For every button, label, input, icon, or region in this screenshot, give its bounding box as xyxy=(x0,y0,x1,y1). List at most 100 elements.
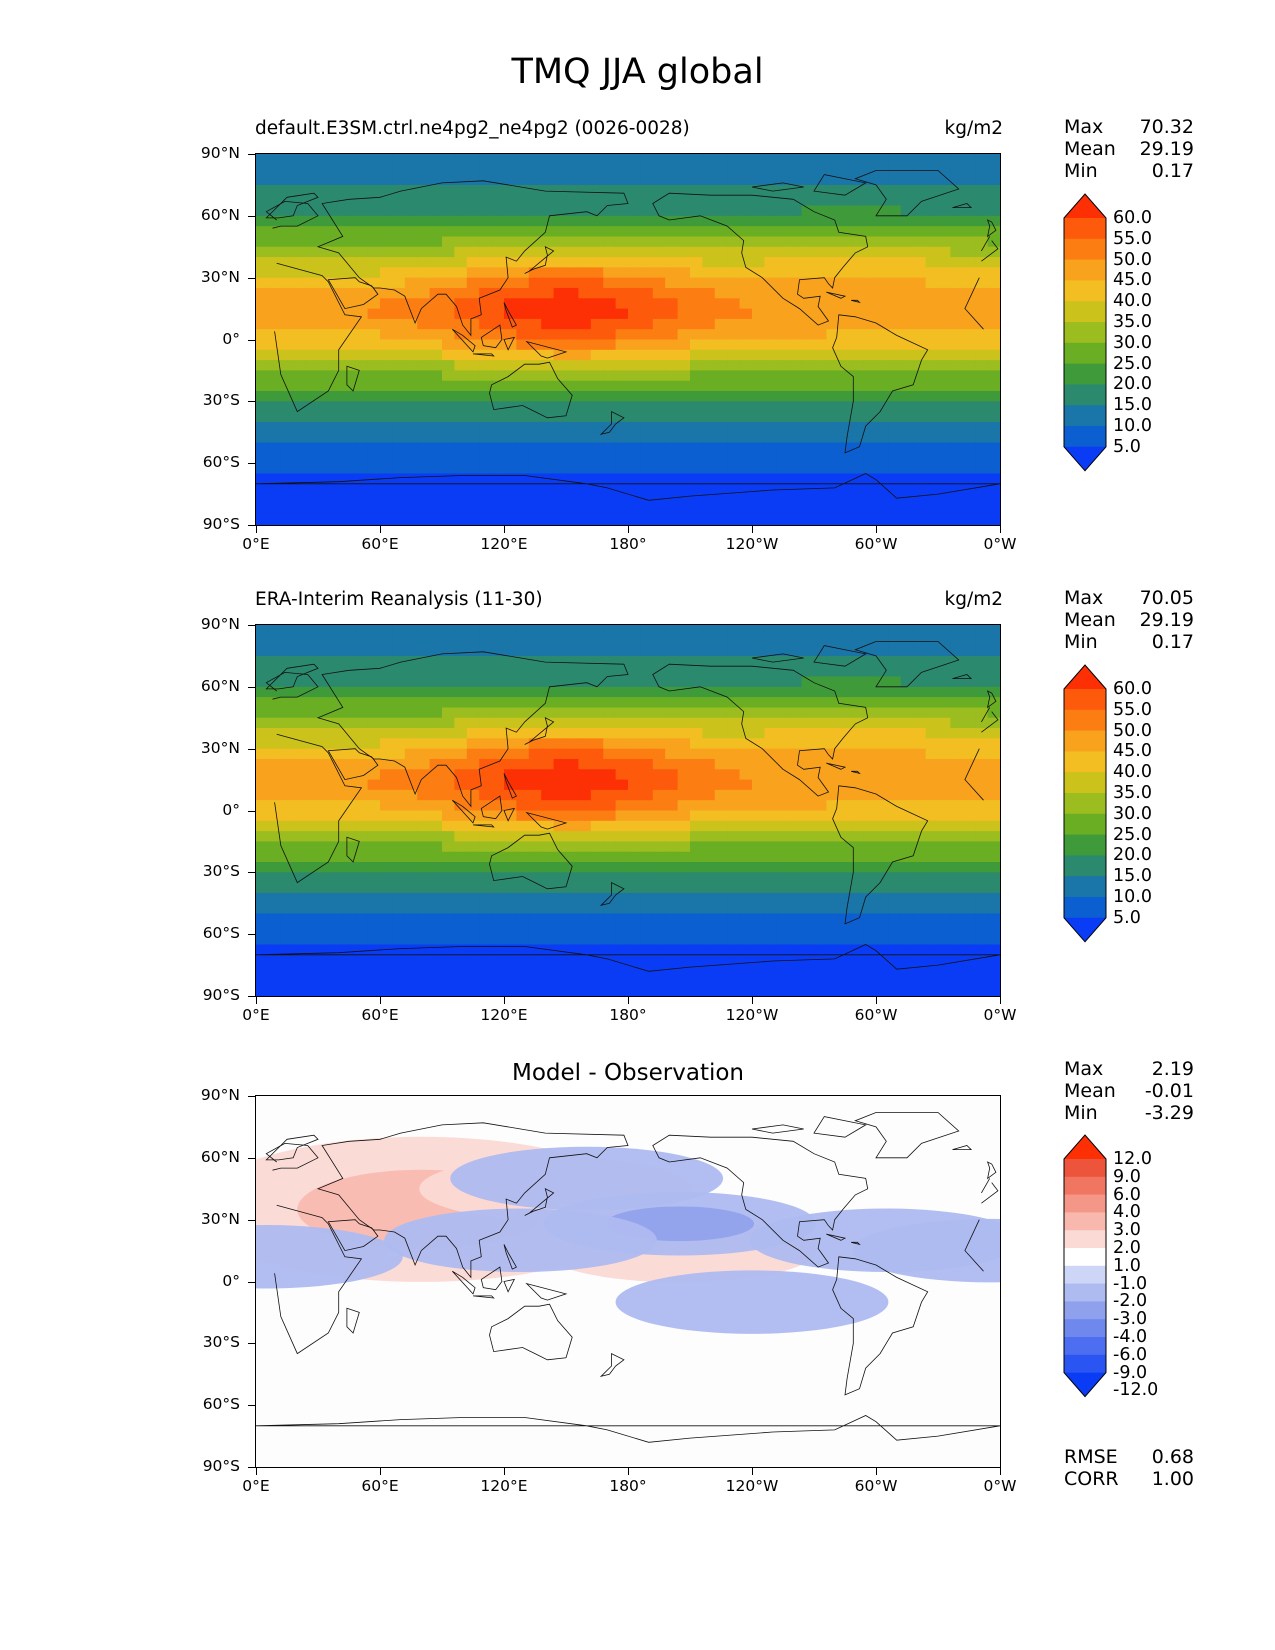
contour-cell xyxy=(491,779,505,791)
contour-cell xyxy=(851,944,865,956)
colorbar-label: 3.0 xyxy=(1113,1220,1141,1241)
contour-cell xyxy=(541,349,555,361)
contour-cell xyxy=(677,944,691,956)
contour-cell xyxy=(690,473,703,485)
contour-cell xyxy=(367,421,381,433)
contour-cell xyxy=(466,421,480,433)
contour-cell xyxy=(913,903,927,915)
contour-cell xyxy=(900,174,914,186)
colorbar-label: -3.0 xyxy=(1113,1309,1148,1330)
contour-cell xyxy=(789,655,803,667)
contour-cell xyxy=(900,758,914,770)
contour-cell xyxy=(702,820,716,832)
colorbar-label: 6.0 xyxy=(1113,1184,1141,1205)
contour-cell xyxy=(987,913,1001,925)
contour-cell xyxy=(404,666,418,678)
contour-cell xyxy=(603,686,617,698)
contour-cell xyxy=(640,246,654,258)
contour-cell xyxy=(789,975,803,987)
contour-cell xyxy=(528,892,542,904)
contour-cell xyxy=(553,494,567,505)
contour-cell xyxy=(305,872,319,884)
contour-cell xyxy=(615,697,629,709)
contour-cell xyxy=(727,707,741,719)
contour-cell xyxy=(950,370,964,382)
contour-cell xyxy=(975,954,989,966)
contour-cell xyxy=(814,257,827,268)
contour-cell xyxy=(727,841,741,853)
contour-cell xyxy=(404,985,418,997)
contour-cell xyxy=(789,635,803,647)
contour-cell xyxy=(479,154,493,165)
contour-cell xyxy=(367,226,381,238)
contour-cell xyxy=(826,174,840,186)
contour-cell xyxy=(404,246,418,258)
contour-cell xyxy=(578,370,592,382)
contour-cell xyxy=(553,738,567,750)
contour-cell xyxy=(925,965,939,976)
contour-cell xyxy=(466,975,480,987)
contour-cell xyxy=(342,851,356,863)
contour-cell xyxy=(826,432,840,444)
contour-cell xyxy=(479,913,493,925)
coastline xyxy=(854,1112,960,1159)
contour-cell xyxy=(280,277,294,289)
contour-cell xyxy=(975,707,989,719)
contour-cell xyxy=(826,411,840,423)
contour-cell xyxy=(590,862,604,873)
contour-cell xyxy=(876,882,889,894)
contour-cell xyxy=(429,676,443,688)
contour-cell xyxy=(789,985,803,997)
contour-cell xyxy=(714,686,728,698)
contour-cell xyxy=(380,697,393,709)
contour-cell xyxy=(838,483,852,495)
contour-cell xyxy=(776,298,790,310)
contour-cell xyxy=(640,184,654,196)
contour-cell xyxy=(628,318,641,330)
contour-cell xyxy=(318,975,331,987)
contour-cell xyxy=(516,820,530,832)
contour-cell xyxy=(925,738,939,750)
colorbar-extend-top xyxy=(1064,1135,1106,1159)
contour-cell xyxy=(739,308,753,320)
stat-max: 70.05 xyxy=(1139,587,1194,609)
contour-cell xyxy=(628,421,641,433)
contour-cell xyxy=(355,246,369,258)
contour-cell xyxy=(342,831,356,843)
contour-cell xyxy=(392,707,406,719)
contour-cell xyxy=(690,421,703,433)
contour-cell xyxy=(442,463,455,475)
contour-cell xyxy=(442,257,455,268)
contour-cell xyxy=(714,226,728,238)
contour-cell xyxy=(516,975,530,987)
contour-cell xyxy=(801,421,815,433)
contour-cell xyxy=(677,452,691,464)
contour-cell xyxy=(789,717,803,729)
contour-cell xyxy=(404,758,418,770)
contour-cell xyxy=(442,154,455,165)
contour-cell xyxy=(417,666,431,678)
contour-cell xyxy=(330,432,344,444)
contour-cell xyxy=(913,236,927,248)
contour-cell xyxy=(900,267,914,279)
contour-cell xyxy=(987,789,1001,801)
colorbar-segment xyxy=(1064,751,1106,773)
contour-cell xyxy=(578,913,592,925)
contour-cell xyxy=(330,473,344,485)
contour-cell xyxy=(752,246,765,258)
contour-cell xyxy=(752,463,765,475)
contour-cell xyxy=(652,645,666,657)
contour-cell xyxy=(590,514,604,526)
contour-cell xyxy=(528,287,542,299)
contour-cell xyxy=(479,308,493,320)
contour-cell xyxy=(714,473,728,485)
contour-cell xyxy=(578,934,592,946)
contour-cell xyxy=(342,789,356,801)
contour-cell xyxy=(491,154,505,165)
contour-cell xyxy=(603,748,617,760)
contour-cell xyxy=(417,800,431,812)
contour-cell xyxy=(404,800,418,812)
contour-cell xyxy=(876,442,889,454)
contour-cell xyxy=(876,748,889,760)
contour-cell xyxy=(330,494,344,505)
